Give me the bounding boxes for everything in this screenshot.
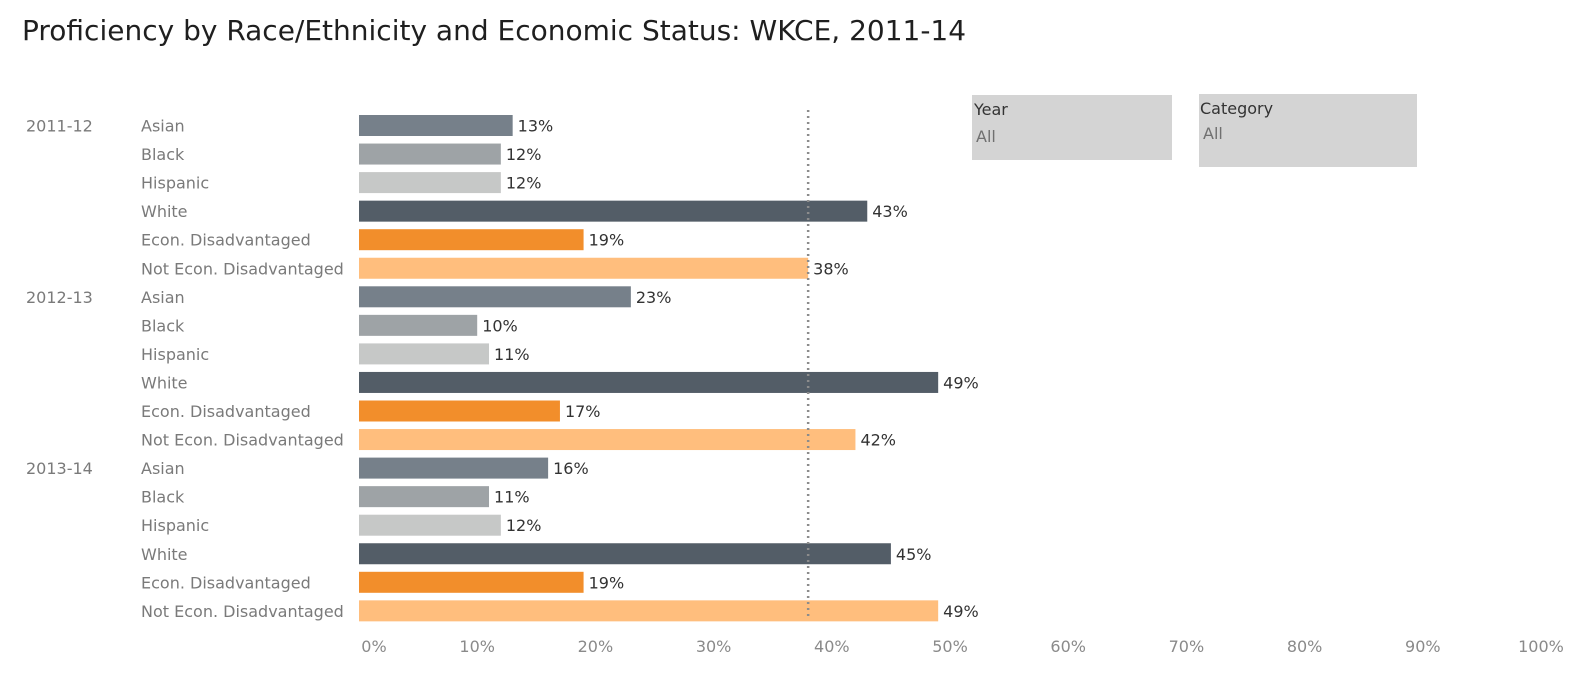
category-label: Black: [141, 145, 185, 164]
year-filter-value[interactable]: All: [976, 127, 996, 146]
year-label: 2013-14: [26, 459, 93, 478]
bar-value-label: 10%: [482, 316, 518, 335]
x-tick-label: 100%: [1518, 637, 1564, 656]
x-tick-label: 0%: [361, 637, 386, 656]
bar: [359, 543, 891, 565]
year-label: 2011-12: [26, 117, 93, 136]
x-tick-label: 70%: [1169, 637, 1205, 656]
year-filter-label: Year: [974, 100, 1008, 119]
category-label: Hispanic: [141, 345, 209, 364]
bar: [359, 571, 584, 593]
category-label: White: [141, 373, 188, 392]
category-label: Asian: [141, 459, 185, 478]
year-filter[interactable]: Year All: [972, 95, 1172, 160]
category-label: Not Econ. Disadvantaged: [141, 259, 344, 278]
category-label: Black: [141, 488, 185, 507]
bar: [359, 314, 478, 336]
bar: [359, 229, 584, 251]
bar-value-label: 45%: [896, 545, 932, 564]
bar-value-label: 17%: [565, 402, 601, 421]
x-tick-label: 30%: [696, 637, 732, 656]
bar-value-label: 23%: [636, 288, 672, 307]
bar: [359, 371, 939, 393]
bar-value-label: 11%: [494, 345, 530, 364]
bar: [359, 143, 501, 165]
x-tick-label: 60%: [1050, 637, 1086, 656]
bar-value-label: 38%: [813, 259, 849, 278]
x-tick-label: 90%: [1405, 637, 1441, 656]
category-label: White: [141, 545, 188, 564]
category-filter-value[interactable]: All: [1203, 124, 1223, 143]
bar: [359, 400, 560, 422]
bar: [359, 429, 856, 451]
bar: [359, 600, 939, 622]
bar: [359, 115, 513, 136]
category-label: Not Econ. Disadvantaged: [141, 431, 344, 450]
bar: [359, 286, 631, 308]
bar-value-label: 42%: [860, 431, 896, 450]
x-tick-label: 40%: [814, 637, 850, 656]
bar-value-label: 49%: [943, 602, 979, 621]
bar-value-label: 12%: [506, 145, 542, 164]
x-tick-label: 50%: [932, 637, 968, 656]
chart-title: Proficiency by Race/Ethnicity and Econom…: [22, 14, 967, 47]
x-tick-label: 10%: [459, 637, 495, 656]
category-label: Econ. Disadvantaged: [141, 231, 311, 250]
bar-value-label: 16%: [553, 459, 589, 478]
bar-value-label: 19%: [589, 573, 625, 592]
category-label: Hispanic: [141, 516, 209, 535]
category-label: White: [141, 202, 188, 221]
category-label: Not Econ. Disadvantaged: [141, 602, 344, 621]
x-tick-label: 80%: [1287, 637, 1323, 656]
category-label: Hispanic: [141, 174, 209, 193]
bar-value-label: 13%: [518, 117, 554, 136]
bar-value-label: 12%: [506, 516, 542, 535]
year-label: 2012-13: [26, 288, 93, 307]
bar-value-label: 43%: [872, 202, 908, 221]
bar: [359, 343, 490, 365]
bar: [359, 457, 549, 479]
bar: [359, 514, 501, 536]
bar-value-label: 19%: [589, 231, 625, 250]
bar-value-label: 12%: [506, 174, 542, 193]
category-filter-label: Category: [1200, 99, 1274, 118]
category-label: Asian: [141, 288, 185, 307]
x-tick-label: 20%: [578, 637, 614, 656]
category-label: Asian: [141, 117, 185, 136]
category-label: Econ. Disadvantaged: [141, 573, 311, 592]
bar: [359, 486, 490, 508]
bar-value-label: 49%: [943, 373, 979, 392]
bar: [359, 172, 501, 194]
category-label: Econ. Disadvantaged: [141, 402, 311, 421]
bar: [359, 257, 809, 279]
category-filter[interactable]: Category All: [1199, 94, 1417, 167]
bar-value-label: 11%: [494, 488, 530, 507]
category-label: Black: [141, 316, 185, 335]
bar: [359, 200, 868, 222]
